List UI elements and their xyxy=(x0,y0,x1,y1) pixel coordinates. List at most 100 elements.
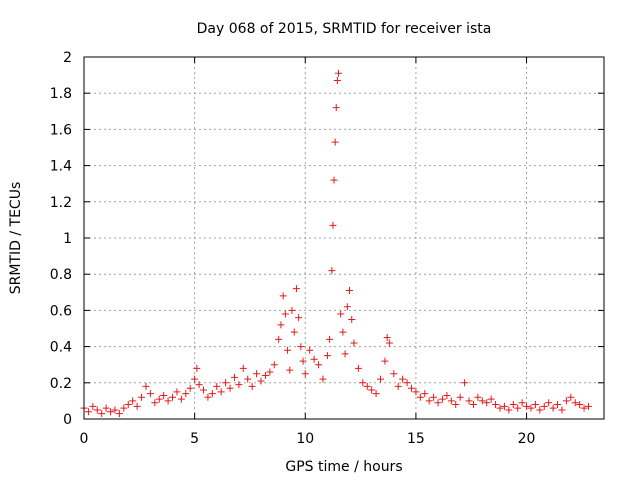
data-point xyxy=(281,310,289,318)
data-point xyxy=(580,404,588,412)
data-point xyxy=(394,382,402,390)
data-point xyxy=(421,390,429,398)
data-point xyxy=(390,370,398,378)
data-point xyxy=(330,176,338,184)
data-point xyxy=(204,393,212,401)
data-point xyxy=(186,384,194,392)
data-point xyxy=(585,402,593,410)
data-point xyxy=(288,306,296,314)
data-point xyxy=(286,366,294,374)
data-point xyxy=(456,393,464,401)
data-point xyxy=(474,393,482,401)
x-axis-label: GPS time / hours xyxy=(285,459,402,475)
tick-labels: 00.20.40.60.811.21.41.61.820 5 10 15 20 xyxy=(50,50,536,447)
data-point xyxy=(443,391,451,399)
x-tick-label: 15 xyxy=(407,431,425,447)
data-point xyxy=(447,397,455,405)
data-point xyxy=(155,395,163,403)
y-tick-label: 1.2 xyxy=(50,195,72,211)
data-point xyxy=(177,395,185,403)
data-point xyxy=(284,346,292,354)
data-point xyxy=(173,388,181,396)
data-point xyxy=(222,379,230,387)
data-point xyxy=(213,382,221,390)
data-point xyxy=(334,69,342,77)
data-point xyxy=(124,401,132,409)
data-point xyxy=(383,334,391,342)
data-point xyxy=(527,404,535,412)
data-point xyxy=(341,350,349,358)
data-point xyxy=(368,386,376,394)
data-point xyxy=(509,401,517,409)
y-tick-label: 0.2 xyxy=(50,376,72,392)
data-point xyxy=(277,321,285,329)
data-point xyxy=(208,390,216,398)
data-point xyxy=(261,372,269,380)
data-point xyxy=(290,328,298,336)
data-point xyxy=(487,395,495,403)
data-point xyxy=(385,339,393,347)
y-tick-label: 2 xyxy=(63,50,72,66)
data-point xyxy=(315,361,323,369)
data-point xyxy=(326,335,334,343)
data-point xyxy=(531,401,539,409)
data-point xyxy=(151,399,159,407)
data-point xyxy=(562,397,570,405)
data-point xyxy=(359,379,367,387)
data-point xyxy=(191,375,199,383)
y-tick-label: 0 xyxy=(63,412,72,428)
data-point xyxy=(403,379,411,387)
data-point xyxy=(483,399,491,407)
data-point xyxy=(500,402,508,410)
data-point xyxy=(558,406,566,414)
data-point xyxy=(295,314,303,322)
data-point xyxy=(138,393,146,401)
data-point xyxy=(416,393,424,401)
data-point xyxy=(299,357,307,365)
data-point xyxy=(182,390,190,398)
data-point xyxy=(348,315,356,323)
y-tick-label: 0.4 xyxy=(50,340,72,356)
data-point xyxy=(478,397,486,405)
data-point xyxy=(275,335,283,343)
data-point xyxy=(329,221,337,229)
data-point xyxy=(195,381,203,389)
plot-frame xyxy=(83,56,605,420)
data-point xyxy=(235,381,243,389)
data-point xyxy=(146,390,154,398)
data-point xyxy=(169,393,177,401)
data-point xyxy=(270,361,278,369)
data-point xyxy=(133,402,141,410)
data-point xyxy=(120,404,128,412)
data-point xyxy=(253,370,261,378)
data-point xyxy=(164,397,172,405)
data-point xyxy=(160,391,168,399)
data-point xyxy=(310,355,318,363)
data-point xyxy=(142,382,150,390)
data-point xyxy=(412,388,420,396)
data-point xyxy=(239,364,247,372)
data-point xyxy=(363,382,371,390)
data-point xyxy=(230,373,238,381)
data-point xyxy=(333,77,341,85)
data-point xyxy=(469,401,477,409)
data-point xyxy=(425,397,433,405)
data-point xyxy=(438,395,446,403)
data-point xyxy=(301,370,309,378)
data-point xyxy=(505,406,513,414)
y-tick-label: 1 xyxy=(63,231,72,247)
data-point xyxy=(492,401,500,409)
data-point xyxy=(545,399,553,407)
data-point xyxy=(98,410,106,418)
data-point xyxy=(350,339,358,347)
x-tick-label: 10 xyxy=(296,431,314,447)
data-point xyxy=(461,379,469,387)
data-point xyxy=(372,390,380,398)
data-point xyxy=(266,368,274,376)
data-point xyxy=(193,364,201,372)
data-point xyxy=(331,138,339,146)
data-point xyxy=(434,399,442,407)
data-point xyxy=(465,397,473,405)
data-point xyxy=(244,375,252,383)
